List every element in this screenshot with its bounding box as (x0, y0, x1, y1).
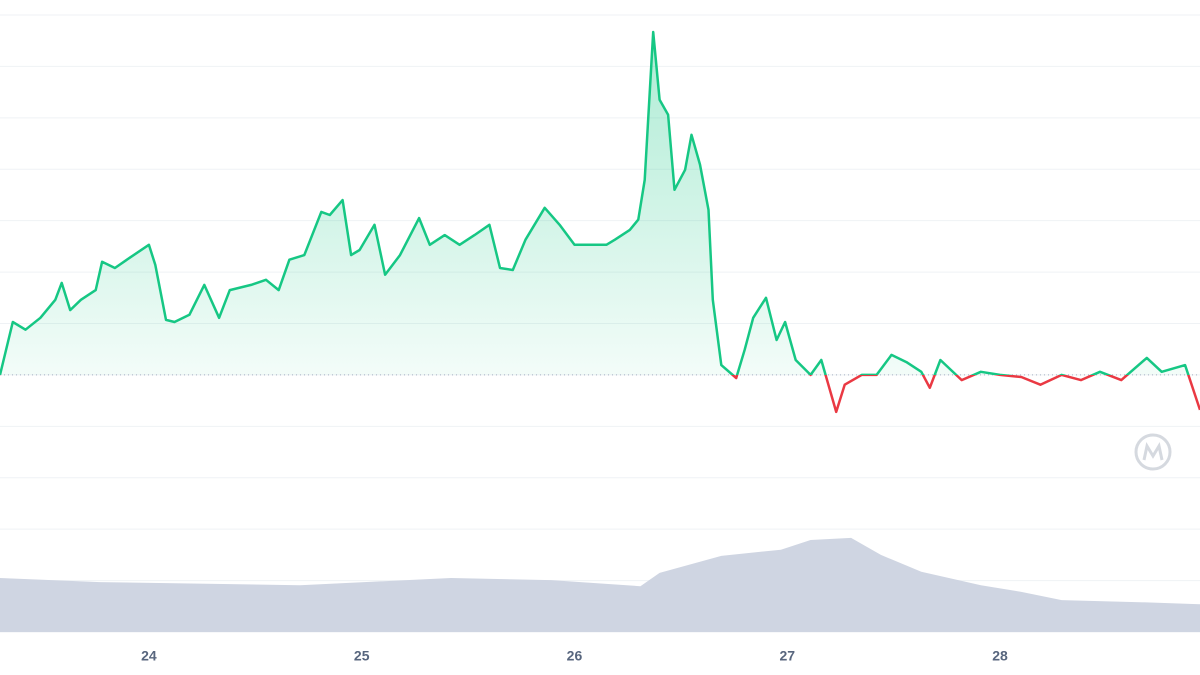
x-tick-label: 26 (567, 648, 583, 664)
price-line (0, 30, 1200, 414)
x-tick-label: 25 (354, 648, 370, 664)
volume-area (0, 537, 1200, 632)
price-area-fill (0, 32, 1189, 375)
x-tick-label: 27 (779, 648, 795, 664)
watermark (1134, 433, 1172, 471)
x-tick-label: 24 (141, 648, 157, 664)
x-tick-label: 28 (992, 648, 1008, 664)
